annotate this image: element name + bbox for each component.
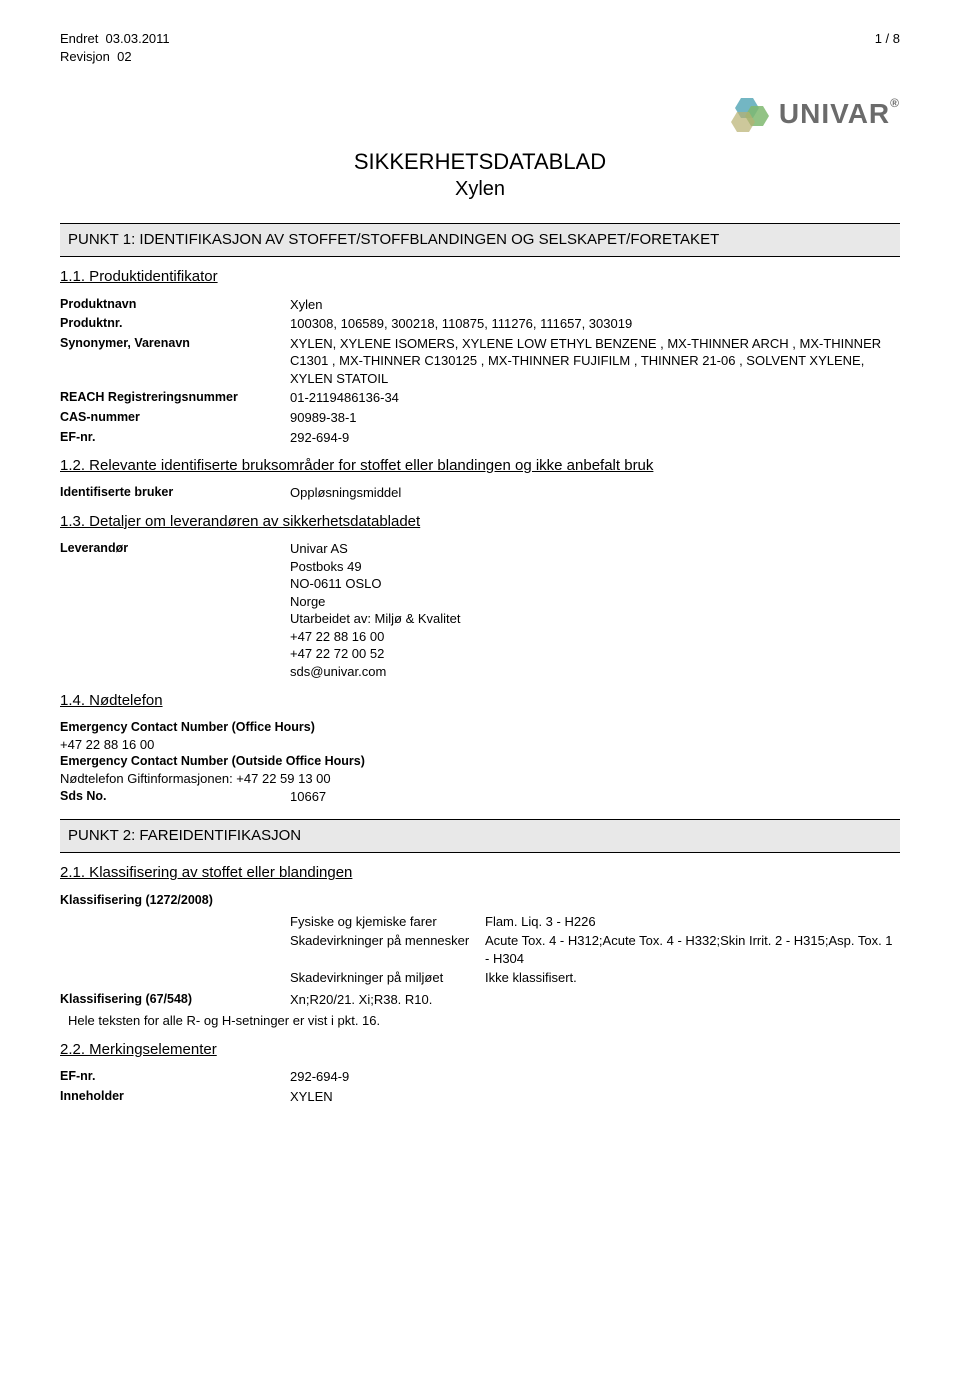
subsection-2-2: 2.2. Merkingselementer — [60, 1040, 900, 1060]
reach-label: REACH Registreringsnummer — [60, 389, 290, 407]
synonyms-label: Synonymer, Varenavn — [60, 335, 290, 388]
ef-label: EF-nr. — [60, 429, 290, 447]
contains-value: XYLEN — [290, 1088, 900, 1106]
hex-logo-icon — [731, 96, 771, 132]
document-subtitle: Xylen — [60, 176, 900, 203]
section-1-header: PUNKT 1: IDENTIFIKASJON AV STOFFET/STOFF… — [60, 223, 900, 257]
univar-logo: UNIVAR® — [731, 95, 900, 133]
changed-date: 03.03.2011 — [106, 31, 170, 46]
supplier-label: Leverandør — [60, 540, 290, 680]
page-number: 1 / 8 — [60, 30, 900, 48]
emergency-outside-label: Emergency Contact Number (Outside Office… — [60, 753, 900, 770]
subsection-1-4: 1.4. Nødtelefon — [60, 691, 900, 711]
synonyms-value: XYLEN, XYLENE ISOMERS, XYLENE LOW ETHYL … — [290, 335, 900, 388]
ef-value: 292-694-9 — [290, 429, 900, 447]
supplier-block: Univar AS Postboks 49 NO-0611 OSLO Norge… — [290, 540, 900, 680]
rh-text-note: Hele teksten for alle R- og H-setninger … — [68, 1012, 900, 1030]
supplier-line: NO-0611 OSLO — [290, 575, 900, 593]
env-hazards-label: Skadevirkninger på miljøet — [290, 969, 485, 987]
logo-reg: ® — [890, 96, 900, 110]
header-left: Endret 03.03.2011 Revisjon 02 — [60, 30, 170, 65]
subsection-2-1: 2.1. Klassifisering av stoffet eller bla… — [60, 863, 900, 883]
reach-value: 01-2119486136-34 — [290, 389, 900, 407]
revision-num: 02 — [117, 49, 131, 64]
sds-no-value: 10667 — [290, 788, 900, 806]
emergency-office-label: Emergency Contact Number (Office Hours) — [60, 719, 900, 736]
ef-nr-value-2: 292-694-9 — [290, 1068, 900, 1086]
logo-area: UNIVAR® — [60, 95, 900, 136]
sds-no-label: Sds No. — [60, 788, 290, 806]
phys-hazards-label: Fysiske og kjemiske farer — [290, 913, 485, 931]
emergency-office-number: +47 22 88 16 00 — [60, 736, 900, 754]
ef-nr-label-2: EF-nr. — [60, 1068, 290, 1086]
product-nr-label: Produktnr. — [60, 315, 290, 333]
env-hazards-value: Ikke klassifisert. — [485, 969, 900, 987]
emergency-giftinfo: Nødtelefon Giftinformasjonen: +47 22 59 … — [60, 770, 900, 788]
product-name-value: Xylen — [290, 296, 900, 314]
supplier-line: Utarbeidet av: Miljø & Kvalitet — [290, 610, 900, 628]
supplier-line: +47 22 72 00 52 — [290, 645, 900, 663]
product-name-label: Produktnavn — [60, 296, 290, 314]
classif-67-value: Xn;R20/21. Xi;R38. R10. — [290, 991, 900, 1009]
supplier-line: Postboks 49 — [290, 558, 900, 576]
supplier-line: sds@univar.com — [290, 663, 900, 681]
document-title: SIKKERHETSDATABLAD — [60, 147, 900, 177]
subsection-1-1: 1.1. Produktidentifikator — [60, 267, 900, 287]
cas-label: CAS-nummer — [60, 409, 290, 427]
identified-user-label: Identifiserte bruker — [60, 484, 290, 502]
supplier-line: Univar AS — [290, 540, 900, 558]
classif-1272-label: Klassifisering (1272/2008) — [60, 892, 900, 909]
phys-hazards-value: Flam. Liq. 3 - H226 — [485, 913, 900, 931]
section-2-header: PUNKT 2: FAREIDENTIFIKASJON — [60, 819, 900, 853]
logo-text: UNIVAR — [779, 98, 890, 129]
identified-user-value: Oppløsningsmiddel — [290, 484, 900, 502]
supplier-line: Norge — [290, 593, 900, 611]
revision-label: Revisjon — [60, 49, 110, 64]
subsection-1-2: 1.2. Relevante identifiserte bruksområde… — [60, 456, 900, 476]
changed-label: Endret — [60, 31, 98, 46]
supplier-line: +47 22 88 16 00 — [290, 628, 900, 646]
human-hazards-label: Skadevirkninger på mennesker — [290, 932, 485, 967]
contains-label: Inneholder — [60, 1088, 290, 1106]
product-nr-value: 100308, 106589, 300218, 110875, 111276, … — [290, 315, 900, 333]
cas-value: 90989-38-1 — [290, 409, 900, 427]
subsection-1-3: 1.3. Detaljer om leverandøren av sikkerh… — [60, 512, 900, 532]
classif-67-label: Klassifisering (67/548) — [60, 991, 290, 1009]
human-hazards-value: Acute Tox. 4 - H312;Acute Tox. 4 - H332;… — [485, 932, 900, 967]
classif-1272-block: Fysiske og kjemiske farer Flam. Liq. 3 -… — [290, 913, 900, 987]
